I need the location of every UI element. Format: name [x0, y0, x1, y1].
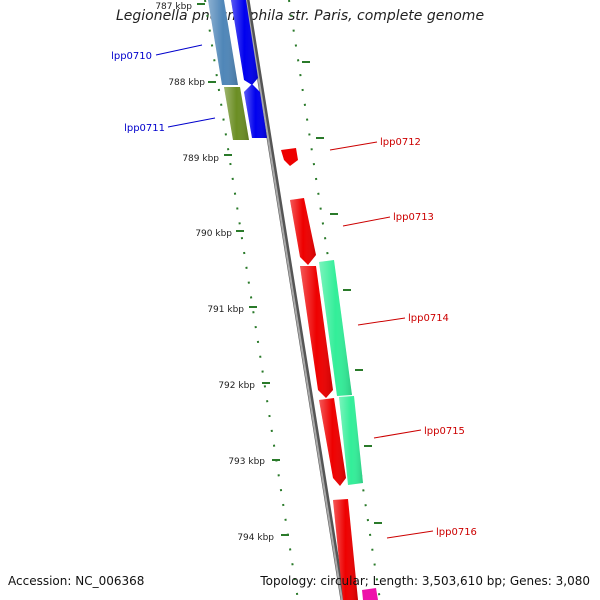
- leader-lpp0713: [342, 216, 391, 227]
- leader-lpp0715: [373, 429, 422, 439]
- reverse-cds-ring: [281, 148, 358, 600]
- leader-lpp0711: [167, 117, 216, 128]
- leader-lpp0716: [386, 530, 434, 539]
- gene-label-lpp0716: lpp0716: [436, 527, 477, 538]
- genome-info-text: Topology: circular; Length: 3,503,610 bp…: [260, 574, 590, 588]
- scale-label-789: 789 kbp: [182, 154, 219, 164]
- gene-label-lpp0713: lpp0713: [393, 212, 434, 223]
- map-title: Legionella pneumophila str. Paris, compl…: [115, 8, 485, 24]
- scale-label-787: 787 kbp: [155, 2, 192, 12]
- leader-lpp0710: [155, 44, 203, 56]
- scale-labels: 787 kbp 788 kbp 789 kbp 790 kbp 791 kbp …: [155, 2, 274, 543]
- gene-labels: lpp0710 lpp0711 lpp0712 lpp0713 lpp0714 …: [111, 51, 477, 538]
- reverse-cog-ring: [319, 260, 378, 600]
- scale-label-788: 788 kbp: [168, 78, 205, 88]
- leader-lpp0714: [357, 317, 406, 326]
- leader-lpp0712: [329, 141, 378, 151]
- gene-label-lpp0711: lpp0711: [124, 123, 165, 134]
- scale-label-790: 790 kbp: [195, 229, 232, 239]
- forward-cog-ring: [208, 0, 249, 140]
- accession-text: Accession: NC_006368: [8, 574, 145, 588]
- scale-label-791: 791 kbp: [207, 305, 244, 315]
- scale-ticks: [197, 3, 289, 536]
- gene-lpp0712: [281, 148, 298, 166]
- gene-leaders: [155, 44, 434, 539]
- scale-label-794: 794 kbp: [237, 533, 274, 543]
- gene-label-lpp0712: lpp0712: [380, 137, 421, 148]
- forward-cds-ring: [231, 0, 267, 138]
- gene-label-lpp0710: lpp0710: [111, 51, 152, 62]
- scale-label-793: 793 kbp: [228, 457, 265, 467]
- outer-ring-ticks: [302, 61, 382, 524]
- genome-backbone: [244, 0, 346, 600]
- gene-label-lpp0714: lpp0714: [408, 313, 449, 324]
- gene-label-lpp0715: lpp0715: [424, 426, 465, 437]
- cog-feature-lpp0716: [362, 588, 378, 600]
- scale-label-792: 792 kbp: [218, 381, 255, 391]
